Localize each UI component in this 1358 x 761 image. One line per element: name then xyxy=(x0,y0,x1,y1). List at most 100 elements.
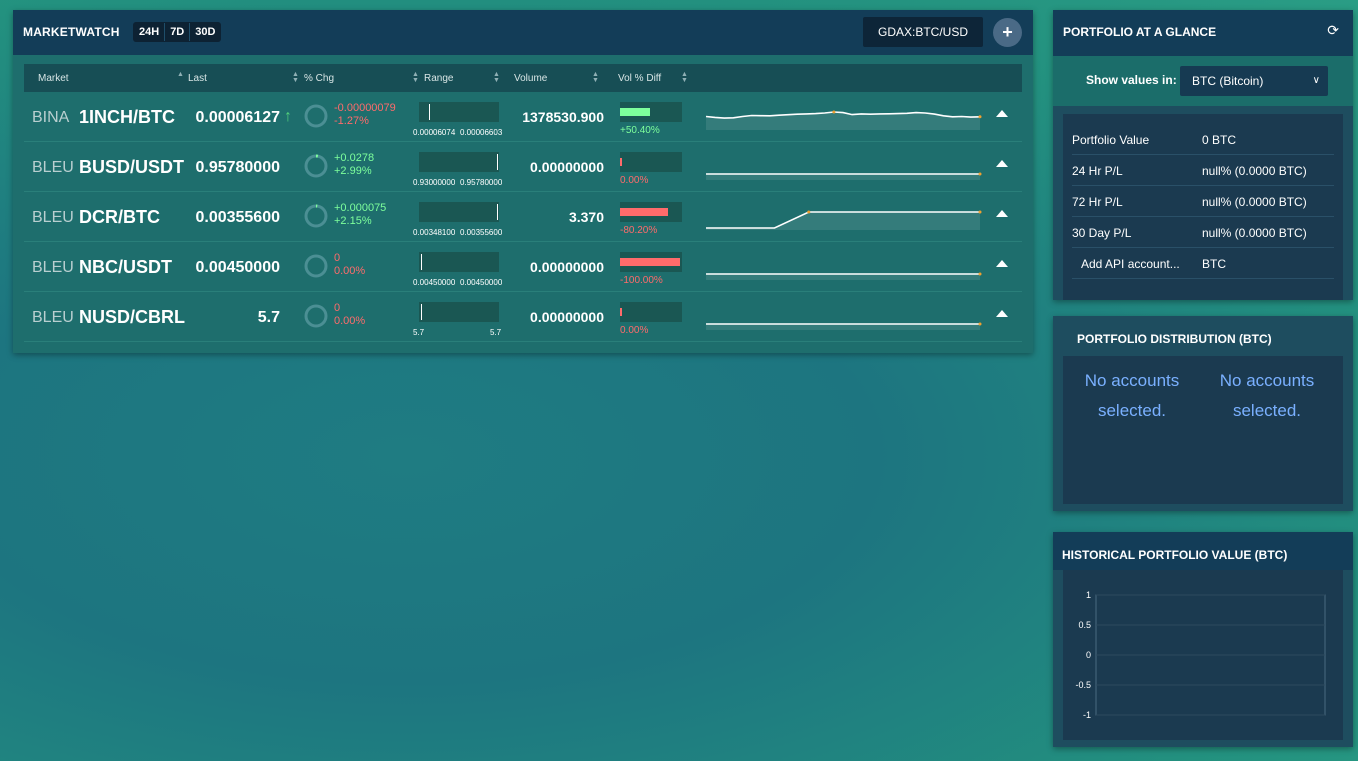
volume-value: 0.00000000 xyxy=(530,259,604,275)
sort-icon[interactable]: ▲ ▼ xyxy=(681,71,688,84)
volume-value: 1378530.900 xyxy=(522,109,604,125)
portfolio-glance-title: PORTFOLIO AT A GLANCE xyxy=(1063,25,1217,39)
market-symbol[interactable]: NUSD/CBRL xyxy=(79,307,185,327)
sparkline-chart xyxy=(706,210,982,230)
change-ring-icon xyxy=(304,254,328,278)
col-last[interactable]: Last xyxy=(188,73,207,84)
show-values-bar: Show values in: BTC (Bitcoin) ∨ xyxy=(1053,56,1353,106)
stat-label: 72 Hr P/L xyxy=(1072,195,1123,209)
sort-icon[interactable]: ▲ ▼ xyxy=(292,71,299,84)
range-bar xyxy=(419,102,499,122)
timeframe-7d-button[interactable]: 7D xyxy=(165,23,191,41)
sort-icon[interactable]: ▲ ▼ xyxy=(412,71,419,84)
market-row[interactable]: BINA 1INCH/BTC 0.00006127 ↑ -0.00000079 … xyxy=(24,92,1022,142)
vol-diff-fill xyxy=(620,108,650,116)
add-api-account-row[interactable]: Add API account... BTC xyxy=(1072,248,1334,279)
timeframe-toggle: 24H 7D 30D xyxy=(133,22,222,42)
vol-diff-text: 0.00% xyxy=(620,325,649,336)
range-high: 0.00450000 xyxy=(460,278,503,287)
collapse-row-icon[interactable] xyxy=(996,110,1008,117)
market-symbol[interactable]: NBC/USDT xyxy=(79,257,172,277)
portfolio-stat-row: 30 Day P/L null% (0.0000 BTC) xyxy=(1072,217,1334,248)
vol-diff-text: -100.00% xyxy=(620,275,663,286)
sort-icon[interactable]: ▲ ▼ xyxy=(493,71,500,84)
timeframe-24h-button[interactable]: 24H xyxy=(134,23,166,41)
marketwatch-panel: MARKETWATCH 24H 7D 30D GDAX:BTC/USD + Ma… xyxy=(13,10,1033,353)
stat-label: Portfolio Value xyxy=(1072,133,1150,147)
range-high: 0.00006603 xyxy=(460,128,503,137)
refresh-icon[interactable]: ⟳ xyxy=(1327,22,1339,38)
col-volume[interactable]: Volume xyxy=(514,73,548,84)
vol-diff-text: -80.20% xyxy=(620,225,658,236)
sparkline-end-marker xyxy=(978,272,982,276)
ring-track xyxy=(304,254,328,278)
range-marker xyxy=(497,204,498,220)
currency-select[interactable]: BTC (Bitcoin) ∨ xyxy=(1180,66,1328,96)
collapse-row-icon[interactable] xyxy=(996,160,1008,167)
vol-diff-bar xyxy=(620,102,682,122)
market-symbol[interactable]: BUSD/USDT xyxy=(79,157,185,177)
pair-selector-button[interactable]: GDAX:BTC/USD xyxy=(863,17,983,47)
timeframe-30d-button[interactable]: 30D xyxy=(195,26,216,38)
market-row[interactable]: BLEU BUSD/USDT 0.95780000 +0.0278 +2.99%… xyxy=(24,142,1022,192)
portfolio-glance-panel: PORTFOLIO AT A GLANCE ⟳ Show values in: … xyxy=(1053,10,1353,300)
sparkline-chart xyxy=(706,322,982,330)
change-percent: 0.00% xyxy=(334,265,366,277)
sparkline-area xyxy=(706,324,980,330)
sort-up-icon[interactable]: ▲ xyxy=(177,71,184,78)
last-price: 0.95780000 xyxy=(195,159,280,176)
sparkline-high-marker xyxy=(807,210,811,214)
col-market[interactable]: Market xyxy=(38,73,69,84)
change-ring-icon xyxy=(304,154,328,178)
col-pct-chg[interactable]: % Chg xyxy=(304,73,335,84)
market-rows: BINA 1INCH/BTC 0.00006127 ↑ -0.00000079 … xyxy=(24,92,1022,342)
pct-change: 0 0.00% xyxy=(334,252,365,278)
collapse-row-icon[interactable] xyxy=(996,310,1008,317)
range-low: 0.00348100 xyxy=(413,228,456,237)
add-market-button[interactable]: + xyxy=(993,18,1022,47)
vol-diff-text: 0.00% xyxy=(620,175,649,186)
vol-diff-fill xyxy=(620,158,622,166)
vol-diff-bar xyxy=(620,152,682,172)
col-range[interactable]: Range xyxy=(424,73,454,84)
range-marker xyxy=(421,304,422,320)
chevron-down-icon: ∨ xyxy=(1312,75,1320,86)
pct-change: -0.00000079 -1.27% xyxy=(334,102,396,128)
change-absolute: -0.00000079 xyxy=(334,102,396,114)
collapse-row-icon[interactable] xyxy=(996,260,1008,267)
market-row[interactable]: BLEU DCR/BTC 0.00355600 +0.000075 +2.15%… xyxy=(24,192,1022,242)
change-ring-icon xyxy=(304,104,328,128)
stat-label: 30 Day P/L xyxy=(1072,226,1132,240)
market-row[interactable]: BLEU NUSD/CBRL 5.7 0 0.00% 5.7 5.7 0.000… xyxy=(24,292,1022,342)
pct-change: +0.0278 +2.99% xyxy=(334,152,374,178)
range-bar xyxy=(419,302,499,322)
stat-value: BTC xyxy=(1202,257,1226,271)
change-percent: -1.27% xyxy=(334,115,369,127)
collapse-row-icon[interactable] xyxy=(996,210,1008,217)
change-absolute: 0 xyxy=(334,302,341,314)
sparkline-chart xyxy=(706,172,982,180)
sort-icon[interactable]: ▲ ▼ xyxy=(592,71,599,84)
last-price: 0.00006127 xyxy=(195,109,280,126)
sparkline-end-marker xyxy=(978,115,982,119)
sparkline-end-marker xyxy=(978,172,982,176)
historical-portfolio-title: HISTORICAL PORTFOLIO VALUE (BTC) xyxy=(1062,548,1288,562)
change-ring-icon xyxy=(304,304,328,328)
stat-label: 24 Hr P/L xyxy=(1072,164,1123,178)
y-tick-label: -0.5 xyxy=(1075,680,1091,690)
vol-diff-bar xyxy=(620,302,682,322)
market-row[interactable]: BLEU NBC/USDT 0.00450000 0 0.00% 0.00450… xyxy=(24,242,1022,292)
portfolio-distribution-panel: PORTFOLIO DISTRIBUTION (BTC) No accounts… xyxy=(1053,316,1353,511)
volume-value: 3.370 xyxy=(568,209,604,225)
vol-diff-bar xyxy=(620,252,682,272)
stat-label[interactable]: Add API account... xyxy=(1081,257,1180,271)
market-symbol[interactable]: 1INCH/BTC xyxy=(79,107,176,127)
historical-chart-area: 1 0.5 0 -0.5 -1 xyxy=(1063,570,1343,740)
market-symbol[interactable]: DCR/BTC xyxy=(79,207,160,227)
change-absolute: +0.000075 xyxy=(334,202,387,214)
range-marker xyxy=(429,104,430,120)
no-accounts-message: No accounts selected. xyxy=(1219,371,1315,420)
portfolio-glance-header: PORTFOLIO AT A GLANCE ⟳ xyxy=(1053,10,1353,56)
range-low: 0.93000000 xyxy=(413,178,456,187)
col-vol-diff[interactable]: Vol % Diff xyxy=(618,73,662,84)
